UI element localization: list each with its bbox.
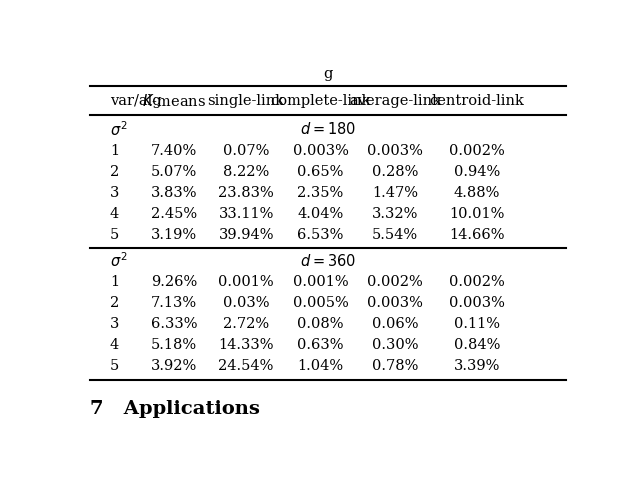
Text: 4.88%: 4.88% bbox=[454, 186, 500, 200]
Text: 1: 1 bbox=[110, 144, 119, 158]
Text: average-link: average-link bbox=[349, 94, 441, 107]
Text: 2.45%: 2.45% bbox=[151, 207, 197, 221]
Text: 0.06%: 0.06% bbox=[372, 317, 418, 331]
Text: 2.72%: 2.72% bbox=[223, 317, 269, 331]
Text: 0.002%: 0.002% bbox=[449, 275, 505, 289]
Text: 0.78%: 0.78% bbox=[372, 360, 418, 374]
Text: $\sigma^2$: $\sigma^2$ bbox=[110, 120, 127, 139]
Text: 0.07%: 0.07% bbox=[223, 144, 269, 158]
Text: 0.003%: 0.003% bbox=[367, 296, 423, 310]
Text: 0.84%: 0.84% bbox=[454, 338, 500, 352]
Text: 5.07%: 5.07% bbox=[151, 165, 197, 179]
Text: 0.003%: 0.003% bbox=[449, 296, 505, 310]
Text: g: g bbox=[323, 67, 333, 81]
Text: 0.003%: 0.003% bbox=[367, 144, 423, 158]
Text: 14.66%: 14.66% bbox=[449, 228, 504, 242]
Text: 0.005%: 0.005% bbox=[292, 296, 348, 310]
Text: centroid-link: centroid-link bbox=[429, 94, 524, 107]
Text: 0.001%: 0.001% bbox=[218, 275, 274, 289]
Text: 8.22%: 8.22% bbox=[223, 165, 269, 179]
Text: 4: 4 bbox=[110, 207, 119, 221]
Text: 5.18%: 5.18% bbox=[151, 338, 197, 352]
Text: 3.92%: 3.92% bbox=[151, 360, 197, 374]
Text: 0.08%: 0.08% bbox=[298, 317, 344, 331]
Text: 33.11%: 33.11% bbox=[218, 207, 274, 221]
Text: 14.33%: 14.33% bbox=[218, 338, 274, 352]
Text: 3.39%: 3.39% bbox=[454, 360, 500, 374]
Text: 24.54%: 24.54% bbox=[218, 360, 274, 374]
Text: $K$-means: $K$-means bbox=[142, 93, 206, 108]
Text: 0.30%: 0.30% bbox=[372, 338, 418, 352]
Text: 7   Applications: 7 Applications bbox=[90, 400, 260, 417]
Text: 5.54%: 5.54% bbox=[372, 228, 418, 242]
Text: 3: 3 bbox=[110, 317, 119, 331]
Text: 3.83%: 3.83% bbox=[151, 186, 198, 200]
Text: 1: 1 bbox=[110, 275, 119, 289]
Text: 4.04%: 4.04% bbox=[298, 207, 344, 221]
Text: 1.04%: 1.04% bbox=[298, 360, 344, 374]
Text: 0.002%: 0.002% bbox=[449, 144, 505, 158]
Text: 0.003%: 0.003% bbox=[292, 144, 349, 158]
Text: 7.13%: 7.13% bbox=[151, 296, 197, 310]
Text: 5: 5 bbox=[110, 228, 119, 242]
Text: 6.53%: 6.53% bbox=[298, 228, 344, 242]
Text: 0.002%: 0.002% bbox=[367, 275, 423, 289]
Text: 0.94%: 0.94% bbox=[454, 165, 500, 179]
Text: $d = 360$: $d = 360$ bbox=[300, 253, 356, 268]
Text: 0.11%: 0.11% bbox=[454, 317, 500, 331]
Text: 4: 4 bbox=[110, 338, 119, 352]
Text: 6.33%: 6.33% bbox=[151, 317, 198, 331]
Text: complete-link: complete-link bbox=[270, 94, 371, 107]
Text: 10.01%: 10.01% bbox=[449, 207, 504, 221]
Text: 2: 2 bbox=[110, 296, 119, 310]
Text: $d = 180$: $d = 180$ bbox=[300, 121, 356, 137]
Text: 39.94%: 39.94% bbox=[218, 228, 274, 242]
Text: 3: 3 bbox=[110, 186, 119, 200]
Text: 23.83%: 23.83% bbox=[218, 186, 274, 200]
Text: 0.65%: 0.65% bbox=[298, 165, 344, 179]
Text: 7.40%: 7.40% bbox=[151, 144, 197, 158]
Text: 3.19%: 3.19% bbox=[151, 228, 197, 242]
Text: var/alg: var/alg bbox=[110, 94, 161, 107]
Text: 0.001%: 0.001% bbox=[292, 275, 348, 289]
Text: 1.47%: 1.47% bbox=[372, 186, 418, 200]
Text: 0.63%: 0.63% bbox=[298, 338, 344, 352]
Text: 3.32%: 3.32% bbox=[372, 207, 418, 221]
Text: 5: 5 bbox=[110, 360, 119, 374]
Text: 2.35%: 2.35% bbox=[298, 186, 344, 200]
Text: $\sigma^2$: $\sigma^2$ bbox=[110, 251, 127, 270]
Text: single-link: single-link bbox=[207, 94, 285, 107]
Text: 0.03%: 0.03% bbox=[223, 296, 269, 310]
Text: 0.28%: 0.28% bbox=[372, 165, 418, 179]
Text: 9.26%: 9.26% bbox=[151, 275, 197, 289]
Text: 2: 2 bbox=[110, 165, 119, 179]
